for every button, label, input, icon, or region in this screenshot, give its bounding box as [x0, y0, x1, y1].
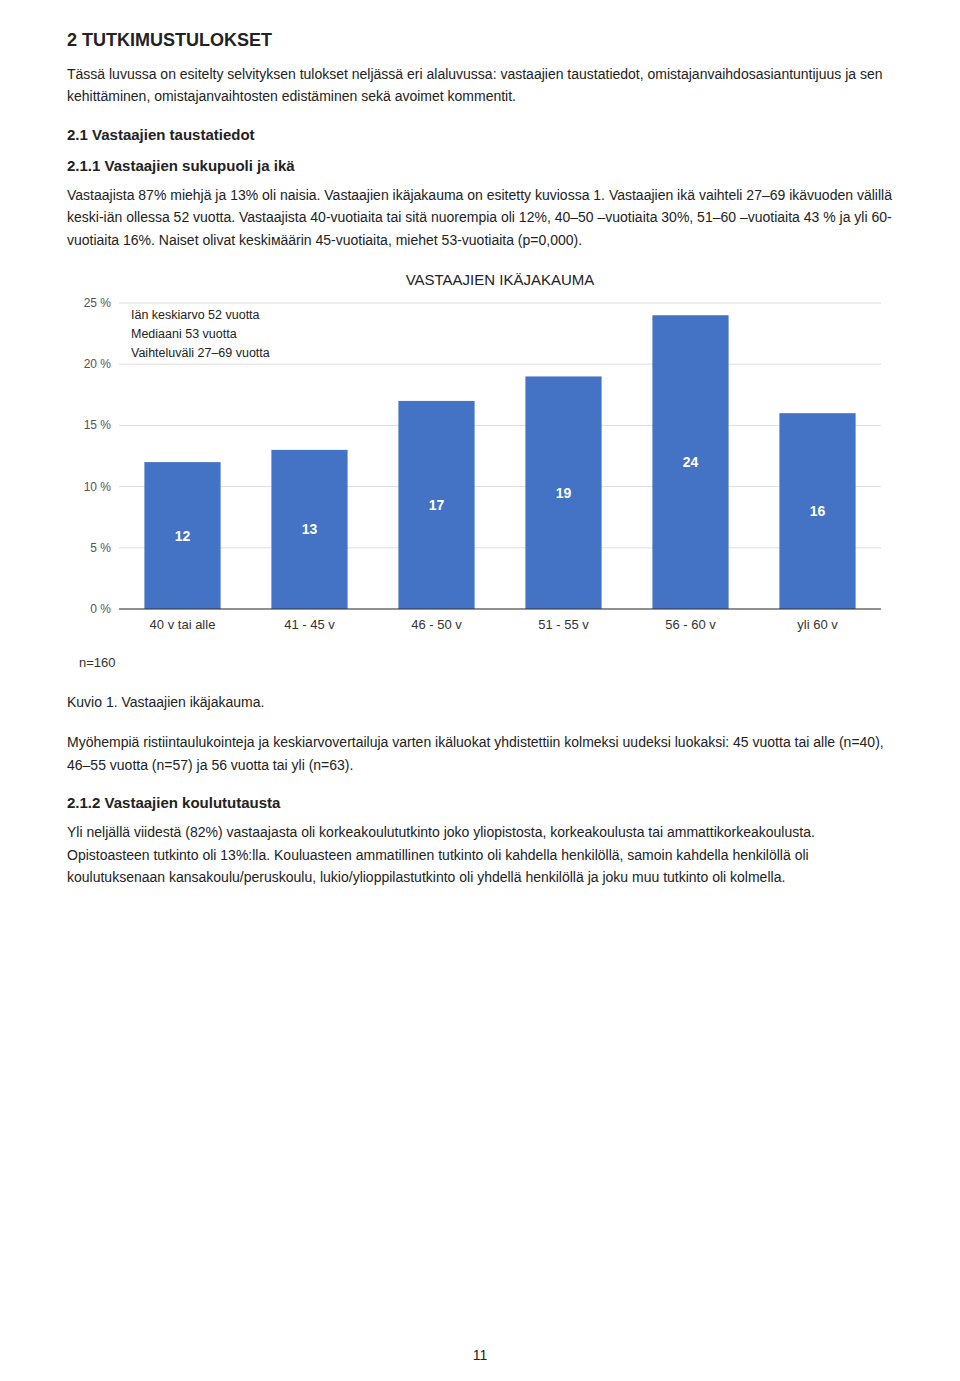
x-tick-label: 41 - 45 v: [284, 617, 335, 632]
bar: [398, 401, 474, 609]
x-tick-label: 46 - 50 v: [411, 617, 462, 632]
grid-line: [119, 547, 881, 548]
data-label: 19: [556, 485, 572, 501]
bar: [525, 376, 601, 609]
chart-title: VASTAAJIEN IKÄJAKAUMA: [406, 271, 595, 288]
grid-line: [119, 486, 881, 487]
y-tick-label: 0 %: [90, 602, 111, 616]
data-label: 12: [175, 528, 191, 544]
grid: [119, 303, 881, 609]
x-tick-label: yli 60 v: [797, 617, 838, 632]
data-label: 13: [302, 521, 318, 537]
heading: 2.1.2 Vastaajien koulututausta: [67, 794, 893, 811]
paragraph: Yli neljällä viidestä (82%) vastaajasta …: [67, 821, 893, 888]
annotation-line: Mediaani 53 vuotta: [131, 327, 237, 341]
x-tick-label: 56 - 60 v: [665, 617, 716, 632]
bar-chart: VASTAAJIEN IKÄJAKAUMA 0 % 5 % 10 % 15 % 20 % 2…: [67, 261, 893, 681]
paragraph: Myöhempiä ristiintaulukointeja ja keskia…: [67, 731, 893, 776]
paragraph: Vastaajista 87% miehjä ja 13% oli naisia…: [67, 184, 893, 251]
page: 2 TUTKIMUSTULOKSET Tässä luvussa on esite…: [0, 0, 960, 1381]
data-label: 24: [683, 454, 699, 470]
y-tick-label: 20 %: [84, 357, 112, 371]
caption: Kuvio 1. Vastaajien ikäjakauma.: [67, 691, 893, 713]
bar: [652, 315, 728, 609]
heading: 2.1.1 Vastaajien sukupuoli ja ikä: [67, 157, 893, 174]
annotation-group: Iän keskiarvo 52 vuotta Mediaani 53 vuott…: [127, 305, 274, 363]
y-tick-label: 15 %: [84, 418, 112, 432]
data-label: 17: [429, 497, 445, 513]
annotation: Iän keskiarvo 52 vuotta Mediaani 53 vuott…: [131, 308, 270, 360]
y-tick-label: 25 %: [84, 296, 112, 310]
page-number: 11: [0, 1347, 960, 1363]
x-tick-label: 51 - 55 v: [538, 617, 589, 632]
grid-line: [119, 608, 881, 609]
y-tick-label: 10 %: [84, 480, 112, 494]
heading: 2.1 Vastaajien taustatiedot: [67, 126, 893, 143]
data-labels: 12 13 17 19 24 16: [175, 454, 826, 543]
grid-line: [119, 302, 881, 303]
y-tick-label: 5 %: [90, 541, 111, 555]
annotation-line: Vaihteluväli 27–69 vuotta: [131, 346, 270, 360]
annotation-background: [127, 305, 274, 363]
bar: [144, 462, 220, 609]
bar: [271, 450, 347, 609]
footnote: n=160: [79, 655, 116, 670]
grid-line: [119, 364, 881, 365]
paragraph: Tässä luvussa on esitelty selvityksen tu…: [67, 63, 893, 108]
chart: VASTAAJIEN IKÄJAKAUMA 0 % 5 % 10 % 15 % 20 % 2…: [67, 261, 893, 685]
x-tick-label: 40 v tai alle: [150, 617, 216, 632]
x-axis-line: [119, 608, 881, 609]
data-label: 16: [810, 503, 826, 519]
grid-line: [119, 425, 881, 426]
heading: 2 TUTKIMUSTULOKSET: [67, 30, 893, 51]
annotation-line: Iän keskiarvo 52 vuotta: [131, 308, 260, 322]
bar: [779, 413, 855, 609]
